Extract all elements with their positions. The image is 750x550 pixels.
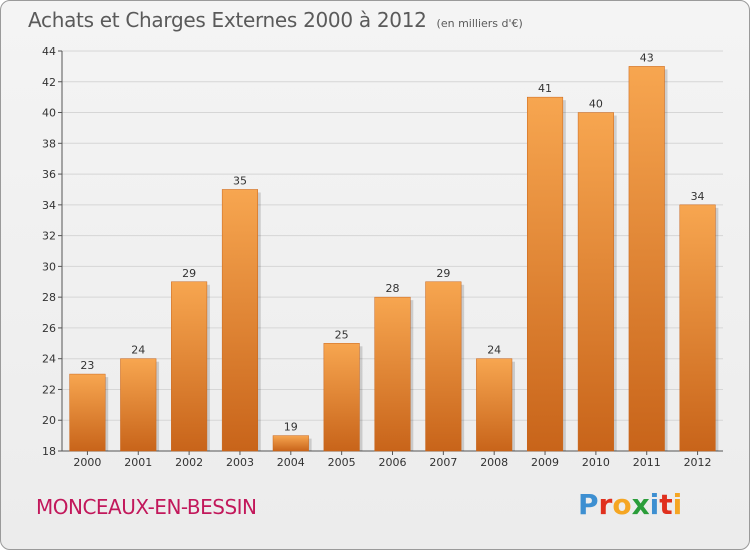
logo-letter: o	[612, 488, 632, 521]
x-tick-label: 2005	[328, 456, 356, 469]
y-tick-label: 34	[42, 199, 56, 212]
logo-letter: t	[659, 488, 673, 521]
chart-title-text: Achats et Charges Externes 2000 à 2012	[28, 8, 427, 32]
y-tick-label: 28	[42, 291, 56, 304]
x-tick-label: 2011	[633, 456, 661, 469]
x-tick-label: 2002	[175, 456, 203, 469]
y-tick-label: 18	[42, 445, 56, 458]
y-tick-label: 42	[42, 76, 56, 89]
y-tick-label: 26	[42, 322, 56, 335]
bar-2006	[374, 296, 411, 452]
chart-title: Achats et Charges Externes 2000 à 2012 (e…	[28, 8, 523, 32]
labels: 18 20 22 24 26 28 30 32 34 36 38 40 42 44 23 2000 24 2001…	[42, 45, 712, 469]
y-tick-label: 24	[42, 353, 56, 366]
y-tick-label: 32	[42, 230, 56, 243]
y-tick-label: 30	[42, 260, 56, 273]
chart-unit: (en milliers d'€)	[436, 17, 523, 30]
bar-2001	[120, 358, 157, 452]
x-tick-label: 2006	[379, 456, 407, 469]
x-tick-label: 2012	[684, 456, 712, 469]
logo-letter: P	[578, 488, 599, 521]
x-tick-label: 2003	[226, 456, 254, 469]
value-label: 41	[538, 82, 552, 95]
bar-2003	[221, 189, 259, 452]
y-tick-label: 38	[42, 137, 56, 150]
value-label: 25	[335, 328, 349, 341]
x-tick-label: 2010	[582, 456, 610, 469]
value-label: 35	[233, 174, 247, 187]
bar-2009	[526, 96, 564, 452]
logo-letter: x	[631, 488, 650, 521]
bar-2002	[171, 281, 208, 452]
value-label: 24	[131, 344, 145, 357]
value-label: 24	[487, 344, 501, 357]
value-label: 34	[691, 190, 705, 203]
y-tick-label: 20	[42, 414, 56, 427]
bar-2005	[323, 343, 360, 452]
x-tick-label: 2007	[429, 456, 457, 469]
value-label: 29	[436, 267, 450, 280]
y-tick-label: 40	[42, 107, 56, 120]
bar-2012	[679, 204, 716, 452]
x-tick-label: 2009	[531, 456, 559, 469]
bar-2010	[577, 112, 614, 452]
commune-name: MONCEAUX-EN-BESSIN	[36, 495, 257, 519]
bar-2011	[628, 66, 665, 452]
value-label: 43	[640, 51, 654, 64]
value-label: 29	[182, 267, 196, 280]
bar-2007	[425, 281, 462, 452]
bar-2008	[476, 358, 513, 452]
value-label: 40	[589, 98, 603, 111]
logo-letter: i	[672, 488, 683, 521]
y-tick-label: 22	[42, 383, 56, 396]
logo-letter: r	[598, 488, 613, 521]
bars	[69, 66, 719, 452]
proxiti-logo: Proxiti	[578, 488, 682, 521]
logo-letter: i	[649, 488, 660, 521]
value-label: 19	[284, 421, 298, 434]
value-label: 28	[386, 282, 400, 295]
bar-2000	[69, 373, 106, 452]
x-tick-label: 2000	[73, 456, 101, 469]
x-tick-label: 2001	[124, 456, 152, 469]
y-tick-label: 44	[42, 45, 56, 58]
value-label: 23	[80, 359, 94, 372]
bar-2004	[272, 435, 309, 452]
x-tick-label: 2004	[277, 456, 305, 469]
x-tick-label: 2008	[480, 456, 508, 469]
y-tick-label: 36	[42, 168, 56, 181]
